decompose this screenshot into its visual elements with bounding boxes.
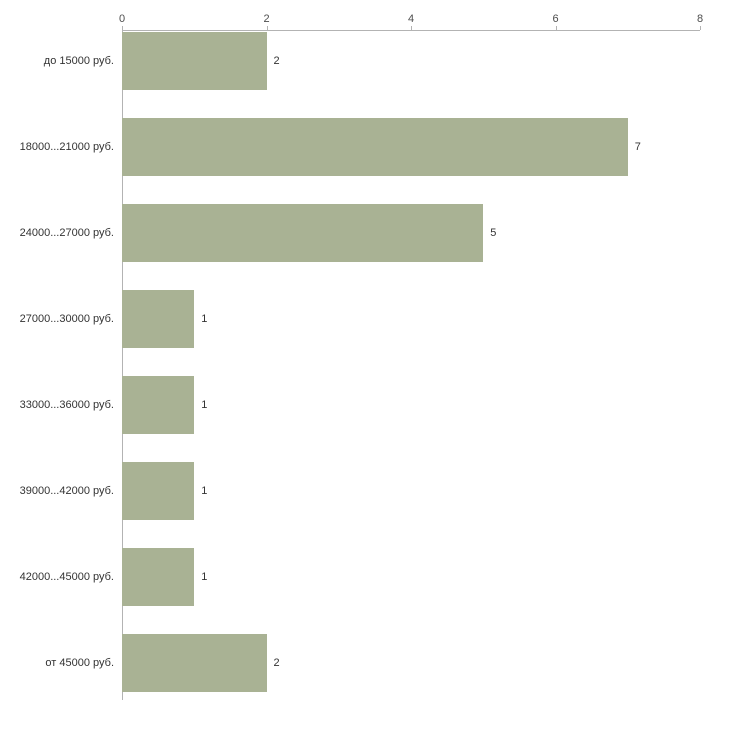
bar-row: 33000...36000 руб. 1 — [0, 374, 730, 460]
bar — [122, 32, 267, 90]
x-tick-label: 4 — [407, 13, 415, 25]
bar — [122, 548, 195, 606]
bar — [122, 462, 195, 520]
x-tick-label: 0 — [118, 13, 126, 25]
bar-row: 39000...42000 руб. 1 — [0, 460, 730, 546]
category-label: до 15000 руб. — [43, 55, 114, 67]
x-tick-label: 2 — [263, 13, 270, 25]
bar-row: 24000...27000 руб. 5 — [0, 202, 730, 288]
bar-row: от 45000 руб. 2 — [0, 632, 730, 718]
bar — [122, 290, 195, 348]
x-tick-label: 6 — [552, 13, 559, 25]
bar-row: 27000...30000 руб. 1 — [0, 288, 730, 374]
value-label: 5 — [490, 227, 497, 239]
category-label: 42000...45000 руб. — [19, 571, 114, 583]
bar — [122, 376, 195, 434]
x-axis-line — [122, 30, 700, 31]
category-label: от 45000 руб. — [45, 657, 114, 669]
value-label: 2 — [273, 55, 280, 67]
y-axis-line — [122, 30, 123, 700]
x-tick-mark — [122, 26, 123, 30]
category-label: 39000...42000 руб. — [19, 485, 114, 497]
x-tick-mark — [700, 26, 701, 30]
category-label: 24000...27000 руб. — [19, 227, 114, 239]
bar-row: 42000...45000 руб. 1 — [0, 546, 730, 632]
x-tick-mark — [555, 26, 557, 30]
x-tick-mark — [266, 26, 268, 30]
value-label: 2 — [273, 657, 280, 669]
x-tick-mark — [411, 26, 412, 30]
category-label: 27000...30000 руб. — [19, 313, 114, 325]
value-label: 7 — [634, 141, 641, 153]
value-label: 1 — [201, 571, 208, 583]
bar-row: до 15000 руб. 2 — [0, 30, 730, 116]
value-label: 1 — [201, 399, 208, 411]
bar — [122, 634, 267, 692]
category-label: 33000...36000 руб. — [19, 399, 114, 411]
x-tick-label: 8 — [696, 13, 704, 25]
category-label: 18000...21000 руб. — [19, 141, 114, 153]
value-label: 1 — [201, 485, 208, 497]
bar-row: 18000...21000 руб. 7 — [0, 116, 730, 202]
value-label: 1 — [201, 313, 208, 325]
bar — [122, 204, 484, 262]
bar — [122, 118, 628, 176]
